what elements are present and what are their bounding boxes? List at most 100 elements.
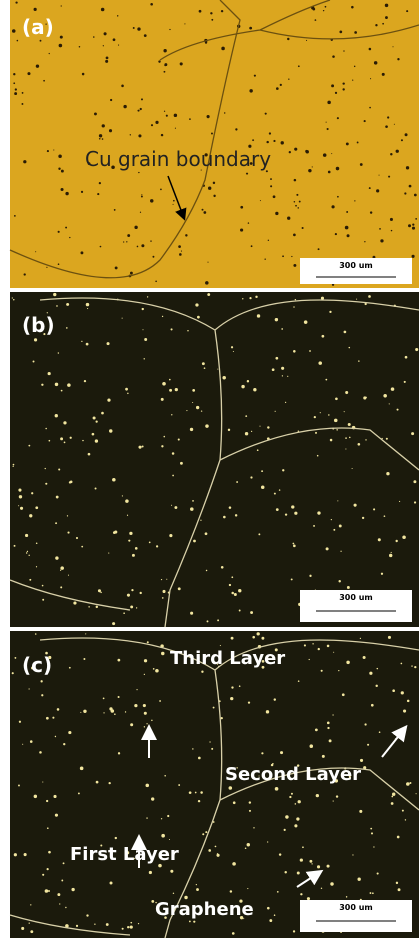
- speck: [65, 907, 66, 908]
- speck: [36, 566, 37, 567]
- speck: [102, 138, 104, 140]
- speck: [178, 438, 180, 440]
- speck: [112, 478, 116, 482]
- speck: [269, 132, 271, 134]
- speck: [146, 723, 147, 724]
- speck: [66, 327, 68, 329]
- speck: [291, 793, 293, 795]
- speck: [340, 551, 341, 552]
- speck: [213, 707, 215, 709]
- speck: [13, 466, 14, 467]
- speck: [251, 431, 252, 432]
- speck: [137, 27, 140, 30]
- speck: [379, 175, 380, 176]
- speck: [18, 505, 19, 506]
- speck: [161, 818, 162, 819]
- speck: [405, 356, 408, 359]
- speck: [48, 890, 50, 892]
- speck: [94, 112, 97, 115]
- speck: [328, 414, 329, 415]
- speck: [387, 116, 389, 118]
- speck: [293, 234, 296, 237]
- speck: [389, 403, 390, 404]
- speck: [40, 40, 42, 42]
- annotation: Second Layer: [225, 764, 361, 785]
- speck: [375, 685, 377, 687]
- speck: [239, 610, 241, 612]
- speck: [357, 878, 360, 881]
- speck: [376, 189, 379, 192]
- speck: [162, 590, 165, 593]
- speck: [354, 66, 355, 67]
- speck: [132, 554, 135, 557]
- speck: [351, 6, 354, 9]
- speck: [86, 303, 89, 306]
- speck: [292, 543, 294, 545]
- speck: [275, 318, 278, 321]
- speck: [323, 153, 327, 157]
- speck: [401, 139, 403, 141]
- speck: [345, 448, 346, 449]
- speck: [76, 925, 78, 927]
- speck: [213, 182, 215, 184]
- speck: [306, 150, 309, 153]
- speck: [109, 129, 112, 132]
- speck: [73, 601, 76, 604]
- speck: [150, 199, 153, 202]
- speck: [390, 218, 393, 221]
- speck: [150, 240, 151, 241]
- speck: [151, 720, 152, 721]
- speck: [68, 575, 69, 576]
- speck: [352, 854, 353, 855]
- speck: [141, 196, 143, 198]
- speck: [331, 519, 332, 520]
- speck: [331, 205, 334, 208]
- annotation: Third Layer: [170, 648, 285, 669]
- speck: [189, 921, 191, 923]
- annotation: Cu grain boundary: [85, 147, 271, 171]
- speck: [59, 44, 63, 48]
- speck: [79, 46, 81, 48]
- speck: [30, 740, 33, 743]
- speck: [202, 209, 204, 211]
- speck: [162, 382, 166, 386]
- speck: [130, 272, 133, 275]
- speck: [137, 246, 139, 248]
- speck: [307, 897, 310, 900]
- speck: [14, 853, 17, 856]
- speck: [255, 296, 257, 298]
- speck: [153, 668, 155, 670]
- speck: [69, 481, 71, 483]
- speck: [407, 700, 410, 703]
- annotation: Graphene: [155, 899, 254, 920]
- speck: [300, 858, 303, 861]
- speck: [234, 593, 237, 596]
- speck: [245, 847, 247, 849]
- speck: [332, 55, 335, 58]
- speck: [49, 53, 50, 54]
- speck: [211, 748, 213, 750]
- speck: [298, 800, 301, 803]
- speck: [224, 112, 225, 113]
- speck: [330, 439, 333, 442]
- speck: [173, 893, 174, 894]
- speck: [312, 166, 313, 167]
- speck: [104, 32, 107, 35]
- speck: [384, 515, 386, 517]
- speck: [178, 245, 181, 248]
- speck: [396, 150, 399, 153]
- speck: [252, 139, 254, 141]
- speck: [144, 338, 147, 341]
- speck: [135, 547, 138, 550]
- speck: [83, 710, 86, 713]
- speck: [60, 570, 61, 571]
- speck: [412, 223, 414, 225]
- speck: [395, 540, 397, 542]
- speck: [254, 75, 256, 77]
- speck: [360, 638, 361, 639]
- speck: [208, 849, 211, 852]
- speck: [268, 240, 269, 241]
- speck: [382, 73, 385, 76]
- speck: [25, 534, 28, 537]
- speck: [385, 4, 388, 7]
